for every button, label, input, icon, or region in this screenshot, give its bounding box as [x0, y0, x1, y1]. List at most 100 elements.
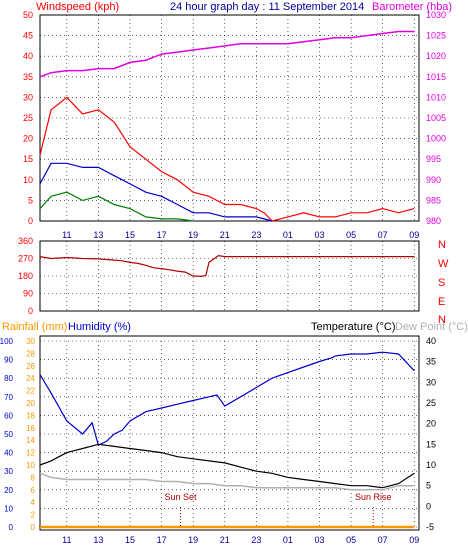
humidity-y-tick-label: 90	[4, 356, 13, 365]
sun-set-label: Sun Set	[165, 492, 198, 502]
temperature-y-tick-label: 0	[426, 501, 431, 511]
wind-x-tick-label: 11	[62, 230, 71, 240]
direction-y-tick-label: 360	[18, 236, 33, 246]
wind-x-tick-label: 09	[409, 230, 419, 240]
compass-label: E	[438, 296, 445, 308]
humidity-y-tick-label: 70	[4, 393, 13, 402]
compass-label: S	[438, 277, 445, 289]
wind-y-tick-label: 15	[23, 154, 33, 164]
rain-y-tick-label: 26	[26, 362, 35, 371]
barometer-y-tick-label: 1000	[426, 134, 446, 144]
wind-x-tick-label: 03	[315, 230, 325, 240]
wind-gust-line	[39, 96, 415, 222]
barometer-y-tick-label: 985	[426, 195, 441, 205]
temperature-y-tick-label: 10	[426, 460, 436, 470]
direction-y-tick-label: 90	[23, 289, 33, 299]
wind-y-tick-label: 50	[23, 10, 33, 20]
rain-y-tick-label: 18	[26, 411, 35, 420]
rain-y-tick-label: 20	[26, 399, 35, 408]
rain-y-tick-label: 2	[31, 511, 36, 520]
barometer-y-tick-label: 1025	[426, 31, 446, 41]
wind-x-tick-label: 15	[125, 230, 135, 240]
temp-x-tick-label: 11	[62, 535, 71, 545]
humidity-line	[39, 351, 415, 447]
humidity-y-tick-label: 20	[4, 486, 13, 495]
wind-y-tick-label: 5	[28, 195, 33, 205]
rain-y-tick-label: 6	[31, 486, 36, 495]
barometer-label: Barometer (hba)	[372, 1, 452, 13]
barometer-y-tick-label: 1010	[426, 92, 446, 102]
barometer-y-tick-label: 990	[426, 175, 441, 185]
barometer-y-tick-label: 1030	[426, 10, 446, 20]
average-wind-line	[39, 162, 273, 222]
wind-y-tick-label: 30	[23, 92, 33, 102]
wind-y-tick-label: 35	[23, 72, 33, 82]
rain-y-tick-label: 4	[31, 498, 36, 507]
wind-x-tick-label: 13	[93, 230, 103, 240]
compass-label: W	[438, 258, 449, 270]
rain-y-tick-label: 8	[31, 473, 36, 482]
wind-x-tick-label: 01	[283, 230, 293, 240]
humidity-y-tick-label: 100	[0, 337, 14, 346]
windspeed-label: Windspeed (kph)	[36, 1, 119, 13]
temperature-y-tick-label: 30	[426, 377, 436, 387]
temp-x-tick-label: 03	[315, 535, 325, 545]
rainfall-label: Rainfall (mm)	[2, 321, 67, 333]
direction-y-tick-label: 270	[18, 254, 33, 264]
direction-y-tick-label: 180	[18, 271, 33, 281]
temperature-y-tick-label: 25	[426, 398, 436, 408]
direction-y-tick-label: 0	[28, 306, 33, 316]
temp-x-tick-label: 19	[188, 535, 198, 545]
wind-x-tick-label: 23	[251, 230, 261, 240]
humidity-y-tick-label: 60	[4, 411, 13, 420]
temp-x-tick-label: 09	[409, 535, 419, 545]
temp-x-tick-label: 15	[125, 535, 135, 545]
humidity-y-tick-label: 10	[4, 504, 13, 513]
wind-y-tick-label: 45	[23, 31, 33, 41]
rain-y-tick-label: 24	[26, 374, 35, 383]
temperature-y-tick-label: 35	[426, 357, 436, 367]
temperature-y-tick-label: 20	[426, 419, 436, 429]
humidity-y-tick-label: 50	[4, 430, 13, 439]
barometer-y-tick-label: 980	[426, 216, 441, 226]
compass-label: N	[438, 314, 446, 326]
temperature-label: Temperature (°C)	[311, 321, 395, 333]
humidity-y-tick-label: 30	[4, 467, 13, 476]
rain-y-tick-label: 28	[26, 349, 35, 358]
wind-y-tick-label: 20	[23, 134, 33, 144]
temperature-line	[39, 443, 415, 489]
wind-y-tick-label: 0	[28, 216, 33, 226]
barometer-y-tick-label: 1015	[426, 72, 446, 82]
wind-x-tick-label: 17	[157, 230, 167, 240]
rain-y-tick-label: 16	[26, 424, 35, 433]
dew-point-line	[39, 472, 415, 491]
wind-panel-frame	[39, 14, 420, 222]
temperature-y-tick-label: 15	[426, 439, 436, 449]
sun-rise-label: Sun Rise	[355, 492, 392, 502]
humidity-y-tick-label: 40	[4, 449, 13, 458]
rain-y-tick-label: 10	[26, 461, 35, 470]
temp-x-tick-label: 13	[93, 535, 103, 545]
wind-y-tick-label: 10	[23, 175, 33, 185]
compass-label: N	[438, 239, 446, 251]
wind-x-tick-label: 19	[188, 230, 198, 240]
wind-direction-line	[39, 254, 415, 278]
temp-panel-frame	[39, 335, 420, 531]
barometer-line	[39, 30, 415, 78]
rain-y-tick-label: 12	[26, 449, 35, 458]
temp-x-tick-label: 01	[283, 535, 293, 545]
temperature-y-tick-label: 5	[426, 481, 431, 491]
chart-title: 24 hour graph day : 11 September 2014	[170, 1, 364, 13]
temperature-y-tick-label: 40	[426, 336, 436, 346]
rain-y-tick-label: 14	[26, 436, 35, 445]
humidity-y-tick-label: 80	[4, 374, 13, 383]
wind-y-tick-label: 25	[23, 113, 33, 123]
wind-x-tick-label: 07	[378, 230, 388, 240]
humidity-label: Humidity (%)	[68, 321, 131, 333]
barometer-y-tick-label: 995	[426, 154, 441, 164]
dewpoint-label: Dew Point (°C)	[395, 321, 468, 333]
rain-y-tick-label: 22	[26, 387, 35, 396]
wind-x-tick-label: 05	[346, 230, 356, 240]
humidity-y-tick-label: 0	[9, 523, 14, 532]
